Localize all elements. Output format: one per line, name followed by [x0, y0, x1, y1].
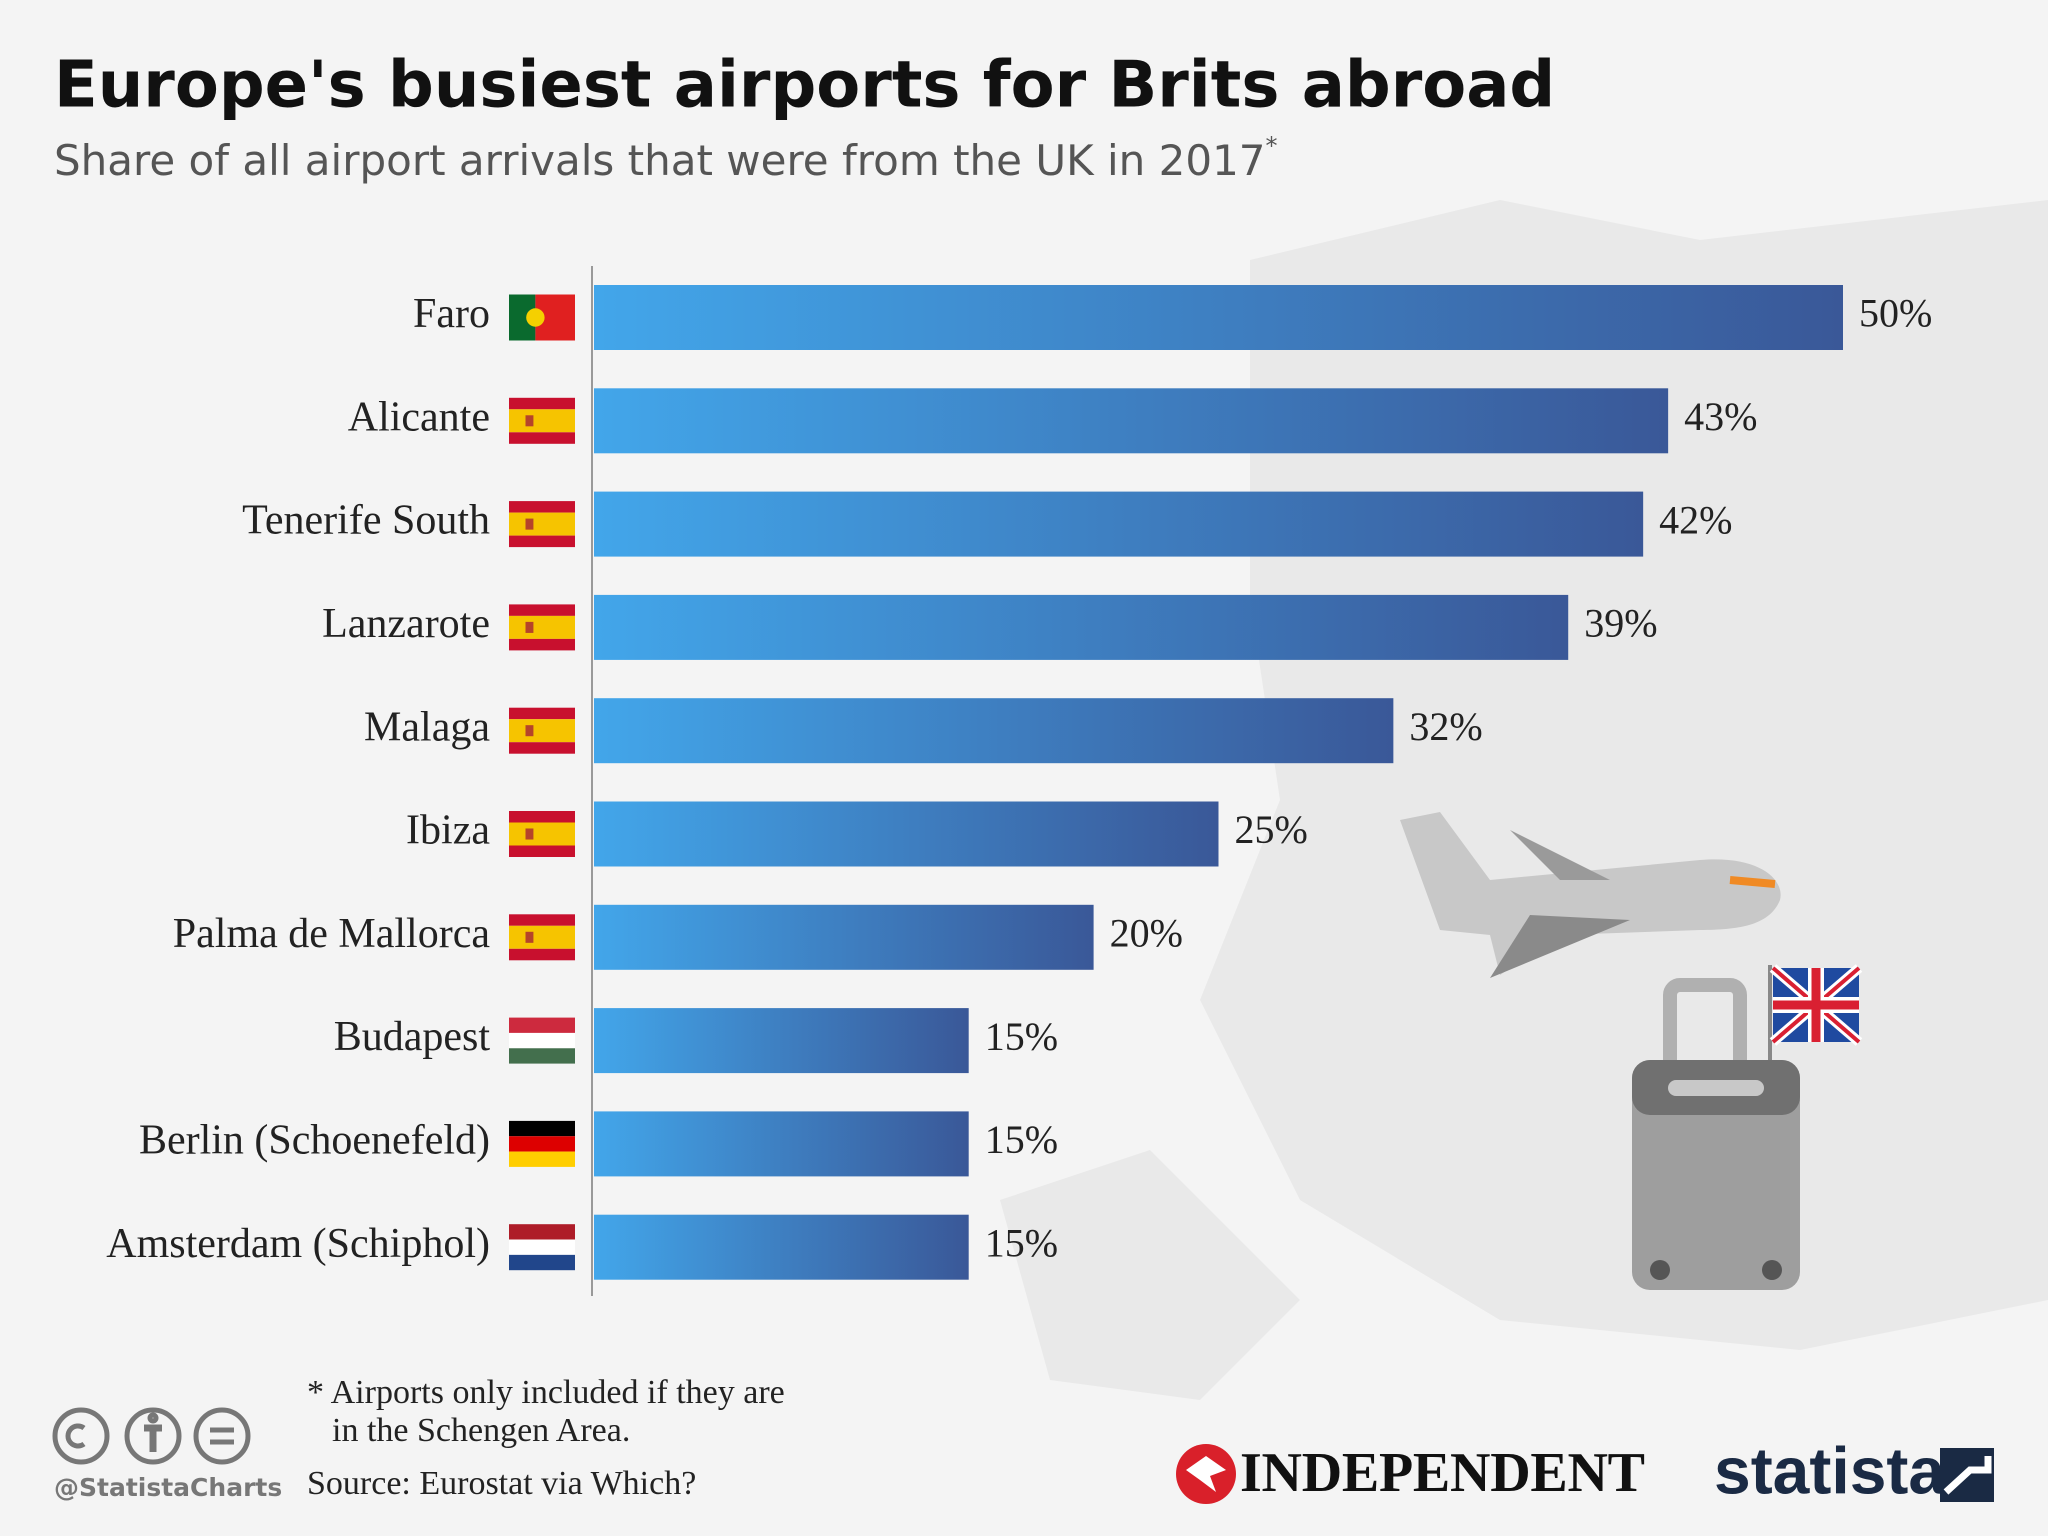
value-label: 15%: [985, 1117, 1058, 1162]
flag-stripe: [509, 742, 575, 754]
category-label: Faro: [413, 291, 490, 337]
flag-stripe: [509, 811, 575, 823]
bar: [594, 1008, 969, 1074]
value-label: 15%: [985, 1014, 1058, 1059]
category-label: Berlin (Schoenefeld): [139, 1118, 490, 1164]
value-label: 15%: [985, 1220, 1058, 1265]
value-label: 42%: [1659, 497, 1732, 542]
flag: [509, 1224, 575, 1271]
flag-stripe: [509, 1254, 575, 1271]
flag: [509, 1120, 575, 1167]
category-label: Budapest: [334, 1014, 491, 1060]
source: Source: Eurostat via Which?: [307, 1465, 696, 1502]
bars: Faro 50% Alicante 43% Tenerife South 42% Lanza…: [106, 285, 1932, 1280]
value-label: 25%: [1235, 807, 1308, 852]
bar: [594, 1214, 969, 1280]
handle: @StatistaCharts: [54, 1473, 282, 1502]
category-label: Ibiza: [406, 808, 490, 854]
bar: [594, 594, 1569, 660]
value-label: 39%: [1584, 601, 1657, 646]
independent-eagle: [1186, 1456, 1226, 1492]
flag-stripe: [509, 1136, 575, 1152]
statista-icon-mark: [1943, 1456, 1992, 1495]
flag-stripe: [509, 604, 575, 616]
flag-stripe: [509, 1032, 575, 1049]
flag-stripe: [509, 845, 575, 857]
flag-stripe: [509, 1151, 575, 1167]
bar: [594, 1111, 969, 1177]
flag-stripe: [509, 397, 575, 410]
license-icons: [52, 1407, 251, 1465]
flag: [509, 397, 575, 444]
flag-emblem: [526, 308, 545, 327]
flag-emblem: [525, 621, 534, 633]
flag: [509, 707, 575, 754]
category-label: Amsterdam (Schiphol): [106, 1221, 490, 1267]
logo-statista: statista: [1714, 1433, 1946, 1507]
flag-stripe: [509, 1048, 575, 1064]
flag: [509, 1017, 575, 1064]
flag-stripe: [509, 948, 575, 961]
flag-emblem: [525, 518, 534, 530]
flag-stripe: [509, 719, 575, 743]
flag-stripe: [509, 432, 575, 444]
chart-title: Europe's busiest airports for Brits abro…: [54, 49, 1555, 123]
suitcase-icon: [1632, 964, 1863, 1290]
bar: [594, 491, 1644, 557]
flag-stripe: [509, 1239, 575, 1255]
map-decoration: [1000, 200, 2048, 1400]
value-label: 20%: [1110, 910, 1183, 955]
flag-emblem: [525, 931, 534, 943]
flag-stripe: [509, 615, 575, 639]
plane-icon: [1400, 812, 1781, 978]
flag-stripe: [509, 512, 575, 536]
flag-stripe: [509, 1120, 575, 1137]
flag-stripe: [509, 925, 575, 949]
flag-stripe: [509, 1224, 575, 1240]
flag: [509, 294, 575, 341]
category-label: Tenerife South: [242, 498, 490, 544]
flag-stripe: [509, 535, 575, 548]
category-label: Malaga: [364, 704, 490, 750]
flag-emblem: [525, 725, 534, 737]
flag-stripe: [509, 822, 575, 846]
category-label: Palma de Mallorca: [173, 911, 491, 957]
flag: [509, 914, 575, 961]
flag-stripe: [509, 1017, 575, 1033]
category-label: Alicante: [348, 394, 490, 440]
flag-emblem: [525, 415, 534, 427]
subtitle-text: Share of all airport arrivals that were …: [54, 136, 1266, 185]
bar: [594, 285, 1843, 350]
value-label: 43%: [1684, 394, 1757, 439]
value-label: 50%: [1859, 291, 1932, 336]
flag-stripe: [509, 501, 575, 513]
bar: [594, 388, 1669, 454]
flag: [509, 501, 575, 548]
flag-stripe: [509, 638, 575, 651]
footnote-line: * Airports only included if they are: [307, 1374, 785, 1411]
flag-emblem: [525, 828, 534, 840]
logo-independent: INDEPENDENT: [1240, 1442, 1645, 1504]
flag-stripe: [509, 707, 575, 720]
subtitle-note: *: [1266, 132, 1278, 160]
flag: [509, 604, 575, 651]
flag-stripe: [509, 914, 575, 926]
bar: [594, 698, 1394, 764]
flag-stripe: [509, 409, 575, 433]
bar: [594, 904, 1094, 970]
chart-subtitle: Share of all airport arrivals that were …: [54, 132, 1278, 185]
bar: [594, 801, 1219, 867]
footnote-line: in the Schengen Area.: [332, 1412, 630, 1449]
flag: [509, 811, 575, 857]
category-label: Lanzarote: [322, 601, 490, 647]
value-label: 32%: [1409, 704, 1482, 749]
